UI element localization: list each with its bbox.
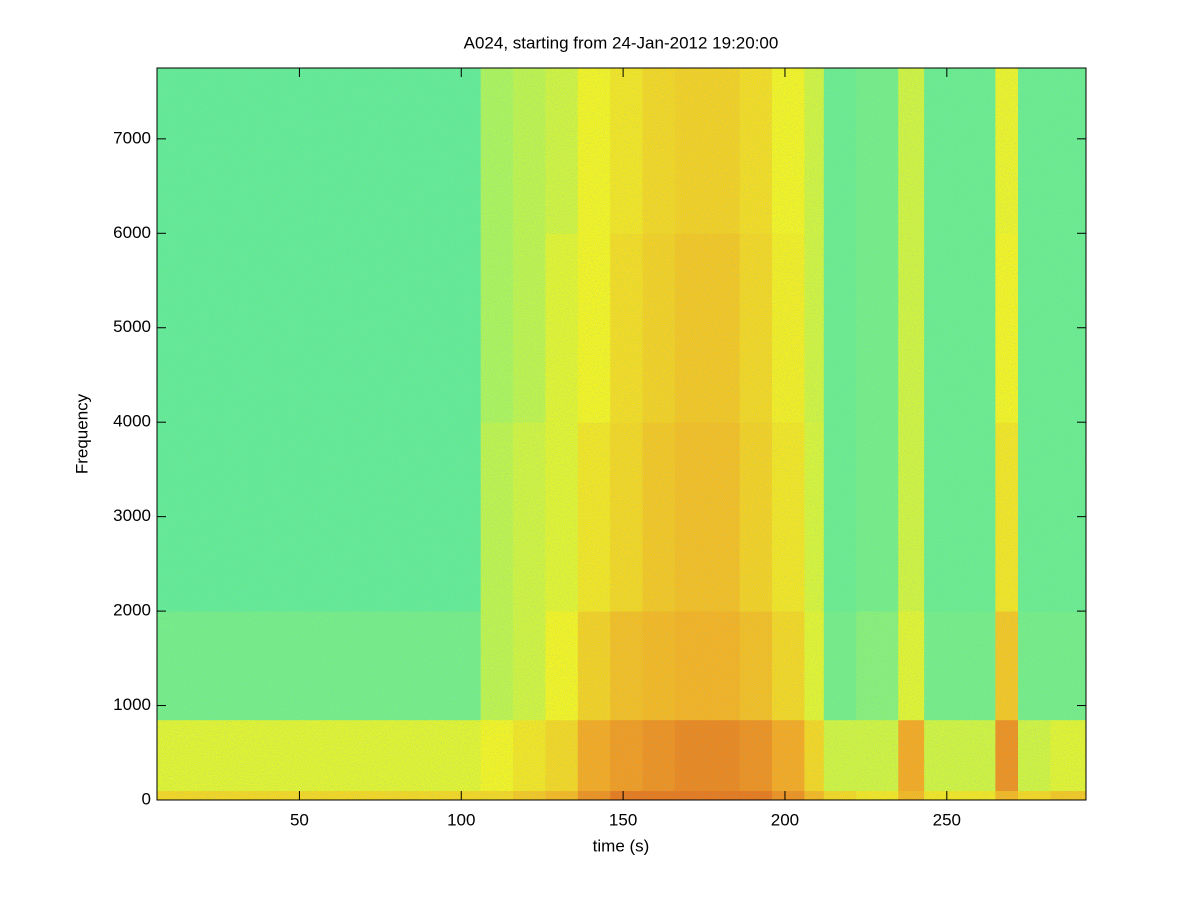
y-tick-label: 6000 — [113, 223, 151, 242]
x-axis-label: time (s) — [593, 836, 650, 855]
x-tick-label: 100 — [447, 810, 475, 829]
texture — [157, 68, 1086, 800]
y-tick-label: 1000 — [113, 695, 151, 714]
plot-frame — [156, 67, 1087, 801]
y-tick-label: 5000 — [113, 317, 151, 336]
x-tick-label: 250 — [933, 810, 961, 829]
y-tick-label: 0 — [142, 789, 151, 808]
x-tick-label: 200 — [771, 810, 799, 829]
chart-title: A024, starting from 24-Jan-2012 19:20:00 — [464, 33, 779, 52]
y-tick-label: 3000 — [113, 506, 151, 525]
y-tick-label: 2000 — [113, 601, 151, 620]
y-tick-label: 4000 — [113, 412, 151, 431]
y-tick-label: 7000 — [113, 128, 151, 147]
x-tick-label: 50 — [290, 810, 309, 829]
y-axis-label: Frequency — [72, 393, 91, 474]
x-tick-label: 150 — [609, 810, 637, 829]
